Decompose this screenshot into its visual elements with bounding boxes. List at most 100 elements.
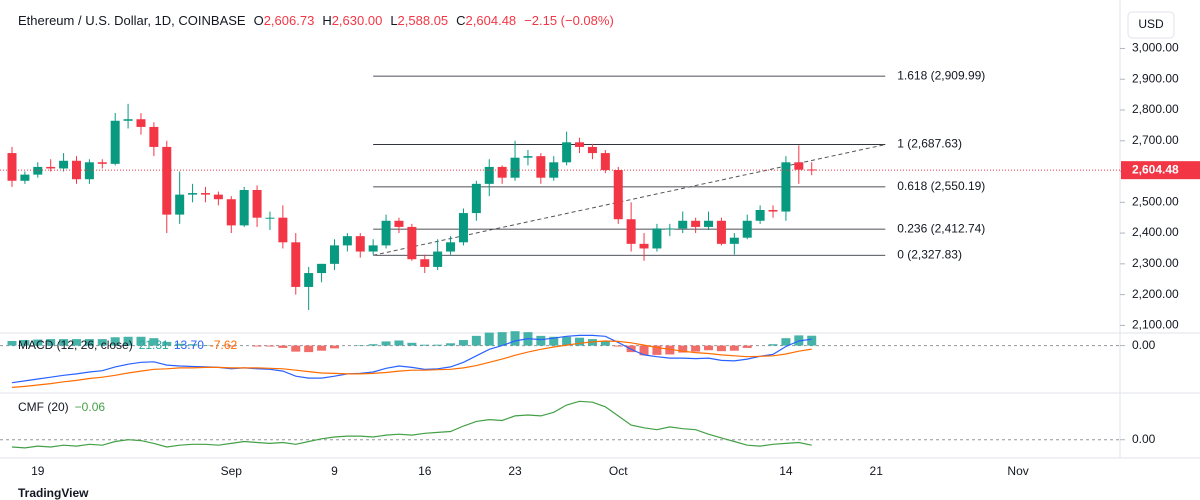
candle-body [484, 166, 494, 184]
histogram-bar [807, 335, 817, 346]
candle-body [626, 219, 636, 244]
candle-body [458, 213, 468, 243]
legend: CMF (20) −0.06 [18, 400, 105, 414]
ohlc-value: 2,588.05 [398, 13, 449, 28]
cmf-line [11, 400, 812, 449]
histogram-bar [291, 345, 301, 352]
histogram-bar [678, 345, 688, 353]
histogram-bar [781, 338, 791, 346]
x-tick-label: 14 [779, 464, 793, 478]
signal-line [11, 340, 812, 388]
histogram-bar [458, 340, 468, 346]
y-tick-label: 0.00 [1132, 432, 1156, 446]
x-tick-label: Oct [609, 464, 628, 478]
histogram-bar [536, 335, 546, 346]
candle-body [342, 236, 352, 246]
candle-body [394, 220, 404, 227]
candle-body [46, 166, 56, 169]
histogram-bar [446, 343, 456, 346]
candle-body [97, 162, 107, 164]
candle-body [781, 162, 791, 212]
candle-body [433, 251, 443, 267]
histogram-bar [188, 344, 198, 346]
ohlc-value: 2,606.73 [264, 13, 315, 28]
candle-body [252, 190, 262, 218]
histogram-bar [575, 337, 585, 346]
histogram-bar [7, 340, 17, 346]
candle-body [742, 220, 752, 238]
fib-label: 0 (2,327.83) [897, 247, 962, 261]
candle-body [317, 263, 327, 274]
histogram-bar [265, 345, 275, 347]
candle-body [807, 169, 817, 171]
x-tick-label: 19 [31, 464, 45, 478]
candle-body [652, 228, 662, 249]
histogram-bar [304, 345, 314, 353]
candle-body [278, 217, 288, 243]
histogram-bar [652, 345, 662, 355]
candle-body [510, 157, 520, 178]
y-tick-label: 2,900.00 [1132, 71, 1179, 85]
candle-body [639, 243, 649, 249]
y-tick-label: 3,000.00 [1132, 41, 1179, 55]
candle-body [794, 162, 804, 170]
histogram-bar [742, 345, 752, 348]
candle-body [678, 220, 688, 229]
candle-body [304, 273, 314, 287]
histogram-bar [484, 332, 494, 346]
candle-body [59, 160, 69, 169]
histogram-bar [497, 332, 507, 346]
last-price-label: 2,604.48 [1132, 162, 1179, 176]
ohlc-key: L [390, 13, 397, 28]
histogram-bar [175, 343, 185, 346]
legend-value: 13.70 [174, 338, 204, 352]
candle-body [755, 210, 765, 221]
last-price-tag [1121, 161, 1200, 180]
histogram-bar [71, 339, 81, 346]
candle-body [136, 119, 146, 127]
y-tick-label: 2,700.00 [1132, 133, 1179, 147]
histogram-bar [691, 345, 701, 352]
histogram-bar [768, 344, 778, 346]
x-tick-label: 21 [870, 464, 884, 478]
histogram-bar [278, 345, 288, 348]
candle-body [188, 193, 198, 195]
candle-body [213, 194, 223, 200]
fib-label: 1.618 (2,909.99) [897, 68, 985, 82]
y-tick-label: 2,400.00 [1132, 225, 1179, 239]
change: −2.15 (−0.08%) [524, 13, 614, 28]
histogram-bar [136, 336, 146, 346]
candle-body [110, 120, 120, 164]
candle-body [691, 220, 701, 227]
x-tick-label: 16 [418, 464, 432, 478]
candle-body [407, 226, 417, 260]
histogram-bar [252, 345, 262, 347]
histogram-bar [368, 344, 378, 346]
histogram-bar [33, 339, 43, 346]
y-tick-label: 2,800.00 [1132, 102, 1179, 116]
candle-body [329, 245, 339, 264]
candle-body [716, 220, 726, 244]
histogram-bar [46, 339, 56, 346]
candle-body [768, 210, 778, 212]
histogram-bar [394, 340, 404, 346]
fib-label: 0.236 (2,412.74) [897, 221, 985, 235]
histogram-bar [407, 342, 417, 346]
currency-button[interactable] [1127, 11, 1175, 39]
candle-body [175, 194, 185, 215]
x-tick-label: Sep [221, 464, 243, 478]
histogram-bar [471, 335, 481, 346]
currency[interactable]: USD [1138, 17, 1164, 31]
histogram-bar [562, 336, 572, 346]
histogram-bar [110, 337, 120, 346]
ohlc-key: O [254, 13, 264, 28]
candle-body [162, 146, 172, 215]
candle-body [420, 259, 430, 267]
histogram-bar [716, 345, 726, 352]
histogram-bar [549, 336, 559, 346]
histogram-bar [729, 345, 739, 351]
brand: TradingView [18, 486, 89, 500]
